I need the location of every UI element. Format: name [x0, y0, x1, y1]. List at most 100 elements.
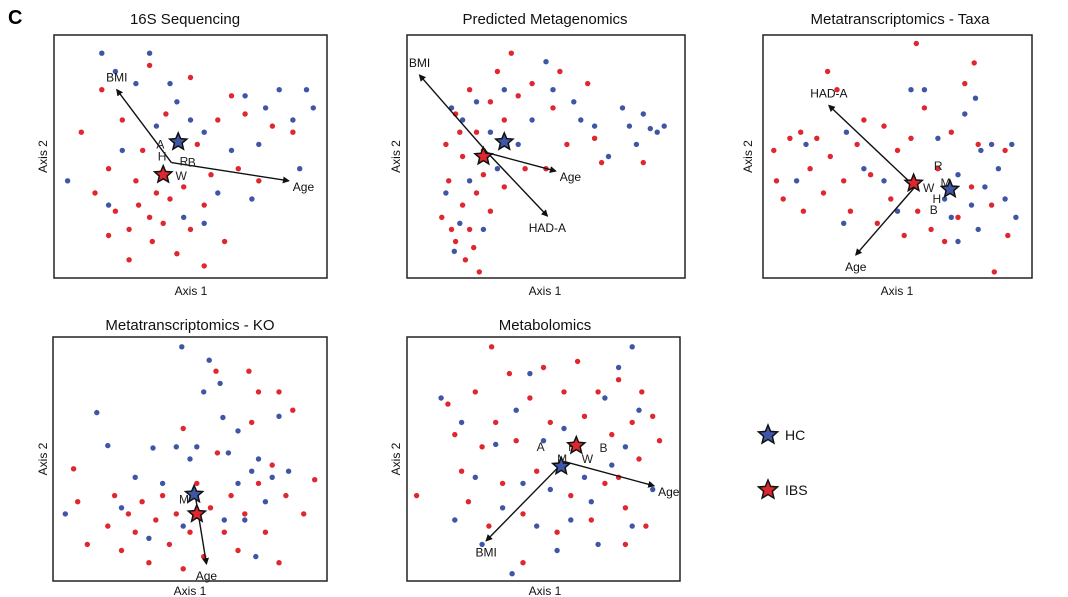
data-point-ibs [640, 159, 646, 166]
data-point-ibs [798, 129, 804, 135]
data-point-ibs [269, 123, 276, 129]
arrow-label: Age [293, 180, 315, 194]
data-point-ibs [955, 214, 961, 220]
loading-arrow [487, 152, 549, 217]
chart-title: Metatranscriptomics - Taxa [811, 11, 991, 28]
figure-panel-label: C [8, 7, 22, 29]
data-point-hc [310, 105, 316, 111]
data-point-hc [968, 202, 975, 208]
data-point-hc [962, 111, 968, 117]
centroid-star-icon-ibs [903, 172, 925, 193]
data-point-ibs [588, 517, 594, 523]
data-point-hc [650, 486, 656, 493]
data-point-hc [180, 523, 186, 529]
data-point-ibs [1002, 147, 1008, 154]
data-point-hc [297, 166, 303, 172]
data-point-ibs [494, 68, 501, 75]
data-point-hc [995, 166, 1002, 172]
arrow-label: BMI [475, 546, 496, 560]
scatter-panel-4: Metatranscriptomics - KO Axis 1 Axis 2 Age M [36, 317, 328, 597]
data-point-ibs [487, 99, 494, 105]
data-point-ibs [159, 492, 166, 499]
x-axis-label: Axis 1 [881, 284, 914, 298]
data-point-ibs [262, 529, 269, 535]
data-point-hc [501, 87, 507, 93]
chart-title: Metabolomics [499, 317, 592, 334]
data-point-ibs [256, 178, 262, 184]
variable-letter: M [941, 176, 951, 190]
loading-arrow [855, 186, 916, 256]
data-point-hc [459, 117, 466, 123]
legend-star-icon [756, 478, 780, 500]
variable-letter: W [175, 169, 187, 183]
data-point-ibs [473, 190, 480, 196]
x-axis-label: Axis 1 [175, 284, 208, 298]
scatter-panel-1: 16S Sequencing Axis 1 Axis 2 BMI Age AH R BW [36, 11, 328, 298]
data-point-hc [253, 553, 259, 560]
data-point-ibs [921, 105, 928, 111]
data-point-ibs [242, 111, 248, 117]
data-point-hc [513, 407, 519, 413]
data-point-hc [249, 468, 255, 474]
centroid-star-icon-ibs [565, 434, 587, 455]
data-point-hc [181, 214, 187, 220]
data-point-ibs [487, 208, 494, 214]
data-point-hc [935, 135, 941, 141]
data-point-hc [894, 208, 901, 214]
data-point-ibs [472, 389, 478, 395]
data-point-ibs [167, 196, 173, 202]
data-point-ibs [522, 166, 528, 172]
data-point-ibs [476, 269, 482, 275]
data-point-hc [661, 123, 667, 129]
data-point-ibs [639, 389, 645, 395]
data-point-hc [793, 178, 800, 184]
data-point-ibs [135, 202, 142, 208]
data-point-ibs [276, 389, 282, 395]
data-point-ibs [501, 117, 507, 123]
data-point-ibs [146, 214, 153, 220]
data-point-hc [529, 117, 535, 123]
data-point-ibs [111, 492, 118, 499]
data-point-ibs [636, 456, 642, 462]
data-point-hc [629, 344, 635, 350]
data-point-ibs [235, 547, 241, 554]
data-point-ibs [146, 560, 152, 566]
data-point-ibs [445, 401, 451, 407]
data-point-ibs [520, 511, 526, 517]
data-point-hc [276, 413, 282, 419]
data-point-hc [262, 105, 269, 111]
data-point-ibs [861, 117, 867, 123]
data-point-ibs [581, 413, 588, 419]
data-point-hc [221, 517, 227, 523]
data-point-hc [861, 166, 867, 172]
data-point-hc [119, 147, 126, 154]
data-point-hc [285, 468, 292, 474]
data-point-ibs [242, 511, 248, 517]
data-point-ibs [462, 257, 469, 263]
loading-arrow [116, 88, 172, 163]
data-point-hc [534, 523, 540, 529]
variable-letter: W [582, 452, 594, 466]
loading-arrow [563, 460, 656, 488]
data-point-ibs [452, 238, 459, 245]
data-point-hc [150, 445, 156, 451]
data-point-ibs [824, 68, 831, 75]
data-point-hc [452, 517, 458, 523]
loading-arrow [171, 161, 290, 184]
data-point-ibs [913, 40, 919, 47]
data-point-ibs [276, 560, 282, 566]
data-point-ibs [529, 80, 535, 87]
data-point-ibs [153, 190, 160, 196]
data-point-hc [975, 226, 981, 233]
legend: HC IBS [756, 423, 808, 500]
data-point-hc [803, 141, 809, 148]
data-point-ibs [643, 523, 649, 529]
data-point-hc [438, 395, 444, 401]
data-point-hc [215, 190, 221, 196]
data-point-hc [269, 474, 275, 480]
y-axis-label: Axis 2 [741, 140, 755, 173]
x-axis-label: Axis 1 [174, 584, 207, 597]
data-point-ibs [105, 232, 112, 239]
data-point-hc [201, 389, 207, 395]
data-point-ibs [249, 419, 255, 426]
